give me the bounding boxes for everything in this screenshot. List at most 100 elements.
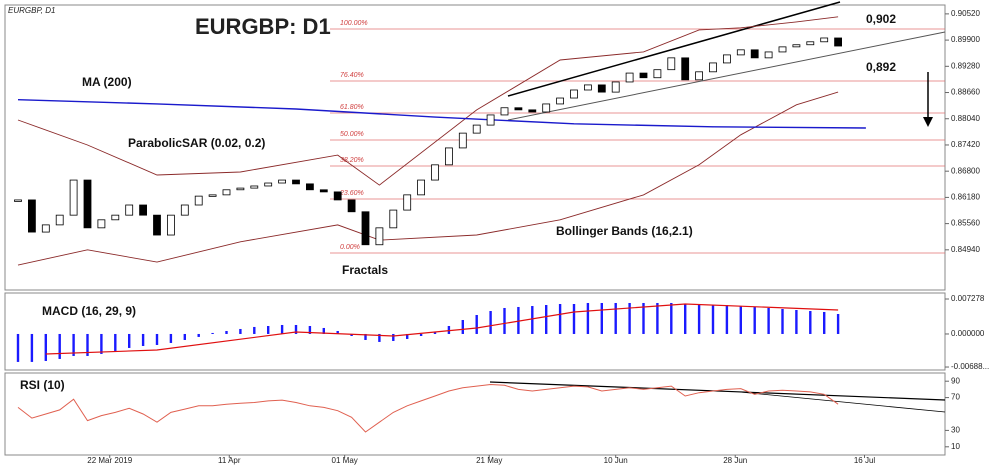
macd-bar xyxy=(30,333,34,362)
candle-body xyxy=(236,187,245,191)
candle-body xyxy=(139,204,148,216)
x-tick-label: 28 Jun xyxy=(723,456,747,465)
candle-body xyxy=(111,214,120,221)
candle-body xyxy=(389,209,398,229)
macd-bar xyxy=(280,324,284,334)
candle-body xyxy=(125,204,134,216)
macd-bar xyxy=(197,333,200,337)
macd-bar xyxy=(308,326,312,334)
rsi-trend-line xyxy=(739,391,946,413)
macd-bar xyxy=(447,326,451,334)
y-tick-label: 0.90520 xyxy=(951,9,980,18)
macd-bar xyxy=(406,333,409,339)
candle-body xyxy=(681,57,690,81)
y-tick-label: -0.00688... xyxy=(951,362,989,371)
annotation: Fractals xyxy=(342,263,388,277)
candle-body xyxy=(69,179,78,216)
candle-body xyxy=(403,194,412,211)
fib-label: 38.20% xyxy=(340,157,364,164)
y-tick-label: 0.89280 xyxy=(951,61,980,70)
y-tick-label: 0.85560 xyxy=(951,219,980,228)
candle-body xyxy=(444,147,453,166)
macd-bar xyxy=(809,311,812,334)
candle-body xyxy=(153,214,161,236)
candle-body xyxy=(292,179,300,185)
macd-bar xyxy=(558,304,562,334)
macd-bar xyxy=(531,306,534,334)
candle-body xyxy=(556,97,564,105)
candle-body xyxy=(264,182,273,187)
rsi-trend-line xyxy=(489,381,946,401)
panel-title: MACD (16, 29, 9) xyxy=(42,304,136,318)
candle-body xyxy=(347,199,356,213)
candle-body xyxy=(528,109,537,113)
candle-body xyxy=(653,69,662,79)
macd-bar xyxy=(725,305,729,334)
y-tick-label: 30 xyxy=(951,426,960,435)
macd-panel xyxy=(4,292,946,371)
macd-bar xyxy=(503,307,506,334)
candle-body xyxy=(83,179,92,229)
macd-bar xyxy=(517,306,520,334)
candle-body xyxy=(736,49,745,56)
candle-body xyxy=(14,199,22,202)
candle-body xyxy=(375,227,384,246)
candle-body xyxy=(180,204,189,216)
macd-bar xyxy=(294,324,298,334)
y-tick-label: 10 xyxy=(951,442,960,451)
y-tick-label: 70 xyxy=(951,393,960,402)
macd-bar xyxy=(253,326,256,334)
candle-body xyxy=(278,179,287,184)
macd-bar xyxy=(781,308,784,334)
candle-body xyxy=(305,183,314,191)
macd-bar xyxy=(267,326,270,334)
rsi-panel xyxy=(4,372,946,456)
x-tick-label: 21 May xyxy=(476,456,502,465)
candle-body xyxy=(570,89,578,99)
macd-bar xyxy=(739,306,742,334)
macd-signal xyxy=(45,303,839,355)
candle-body xyxy=(542,103,551,113)
macd-bar xyxy=(614,302,617,334)
chart-title: EURGBP: D1 xyxy=(195,14,331,39)
macd-bar xyxy=(684,304,687,334)
candle-body xyxy=(695,71,703,81)
macd-bar xyxy=(72,333,75,356)
macd-bar xyxy=(475,315,478,334)
candle-body xyxy=(208,194,217,197)
macd-bar xyxy=(169,333,173,343)
annotation: 0,892 xyxy=(866,60,896,74)
candle-body xyxy=(431,164,439,181)
candle-body xyxy=(820,37,829,43)
macd-bar xyxy=(350,333,353,336)
candle-body xyxy=(417,179,426,196)
macd-bar xyxy=(489,311,492,334)
rsi-line xyxy=(17,383,839,433)
candle-body xyxy=(750,49,759,59)
macd-bar xyxy=(44,333,47,361)
macd-bar xyxy=(114,333,117,351)
y-tick-label: 0.86180 xyxy=(951,193,980,202)
macd-bar xyxy=(364,333,367,340)
candle-body xyxy=(458,132,467,149)
y-tick-label: 0.84940 xyxy=(951,245,980,254)
candle-body xyxy=(222,189,231,196)
fib-label: 76.40% xyxy=(340,72,364,79)
candle-body xyxy=(709,62,717,73)
bollinger-upper xyxy=(17,16,839,186)
arrow-head xyxy=(923,117,933,127)
fibonacci-levels: 100.00% 76.40% 61.80% 50.00% 38.20% 23.6… xyxy=(330,20,945,254)
trend-line xyxy=(507,31,946,121)
macd-bar xyxy=(392,333,395,341)
macd-bar xyxy=(211,332,214,334)
candle-body xyxy=(611,81,620,93)
candle-body xyxy=(361,211,370,246)
macd-bar xyxy=(823,311,826,334)
macd-bar xyxy=(461,319,464,334)
fib-label: 61.80% xyxy=(340,104,364,111)
macd-bar xyxy=(183,333,186,340)
macd-bar xyxy=(336,330,339,334)
annotation: ParabolicSAR (0.02, 0.2) xyxy=(128,136,265,150)
candle-body xyxy=(55,214,64,226)
